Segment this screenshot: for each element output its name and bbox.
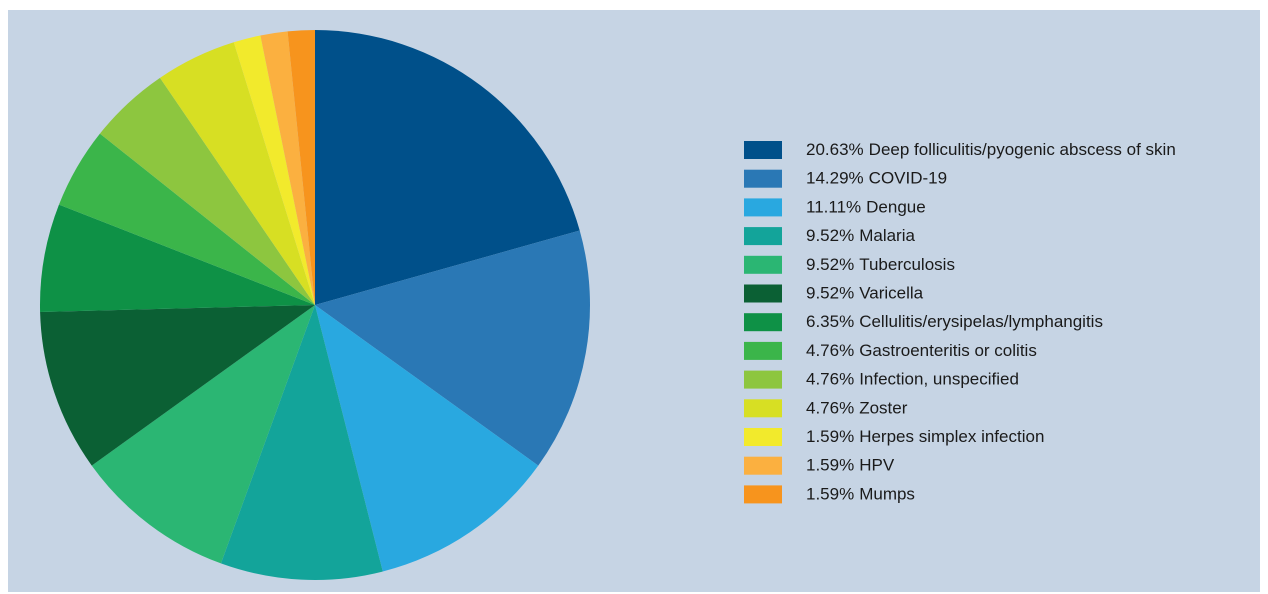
pie-slice xyxy=(91,305,315,564)
pie-slice xyxy=(159,42,315,306)
pie-slice xyxy=(287,30,315,305)
legend-category: Varicella xyxy=(859,284,923,303)
legend-swatch xyxy=(744,399,782,418)
legend-swatch xyxy=(744,485,782,504)
legend-label: 14.29% COVID-19 xyxy=(806,169,947,188)
legend-value: 4.76% xyxy=(806,370,854,389)
legend-label: 4.76% Infection, unspecified xyxy=(806,370,1019,389)
pie-slice xyxy=(315,30,580,305)
legend-value: 9.52% xyxy=(806,284,854,303)
legend-value: 11.11% xyxy=(806,198,861,217)
legend-value: 1.59% xyxy=(806,485,854,504)
legend-swatch xyxy=(744,428,782,446)
legend-category: Zoster xyxy=(859,399,908,418)
legend-swatch xyxy=(744,370,782,389)
legend-label: 1.59% Herpes simplex infection xyxy=(806,427,1044,446)
legend-value: 6.35% xyxy=(806,313,854,332)
legend-category: Cellulitis/erysipelas/lymphangitis xyxy=(859,313,1103,332)
pie-slice xyxy=(40,305,316,466)
legend-category: COVID-19 xyxy=(869,169,947,188)
legend-category: Deep folliculitis/pyogenic abscess of sk… xyxy=(869,140,1176,159)
pie-slice xyxy=(40,204,316,312)
legend-category: HPV xyxy=(859,456,895,475)
legend-swatch xyxy=(744,141,782,159)
legend-label: 1.59% HPV xyxy=(806,456,895,475)
legend-value: 14.29% xyxy=(806,169,864,188)
pie-slice xyxy=(260,31,315,305)
legend-swatch xyxy=(744,456,782,475)
pie-slice xyxy=(233,35,315,306)
legend-label: 9.52% Tuberculosis xyxy=(806,255,955,274)
pie-slice xyxy=(315,230,590,466)
legend-swatch xyxy=(744,227,782,246)
legend-value: 4.76% xyxy=(806,341,854,360)
legend-label: 9.52% Malaria xyxy=(806,227,915,246)
pie-slice xyxy=(99,77,316,306)
pie-slice xyxy=(220,305,383,580)
legend-label: 20.63% Deep folliculitis/pyogenic abscess… xyxy=(806,140,1176,159)
legend-value: 1.59% xyxy=(806,456,854,475)
pie-slice xyxy=(58,133,316,305)
legend-swatch xyxy=(744,313,782,332)
legend-category: Tuberculosis xyxy=(859,255,955,274)
legend-value: 4.76% xyxy=(806,399,854,418)
legend-value: 20.63% xyxy=(806,140,864,159)
legend-category: Gastroenteritis or colitis xyxy=(859,341,1037,360)
legend-label: 11.11% Dengue xyxy=(806,198,926,217)
legend-category: Dengue xyxy=(866,198,926,217)
legend-category: Infection, unspecified xyxy=(859,370,1019,389)
legend-value: 9.52% xyxy=(806,227,854,246)
legend-label: 9.52% Varicella xyxy=(806,284,924,303)
legend-value: 1.59% xyxy=(806,427,854,446)
legend-category: Herpes simplex infection xyxy=(859,427,1044,446)
legend-label: 6.35% Cellulitis/erysipelas/lymphangitis xyxy=(806,313,1103,332)
pie-slice xyxy=(315,305,539,572)
legend-swatch xyxy=(744,169,782,188)
legend-value: 9.52% xyxy=(806,255,854,274)
legend-label: 1.59% Mumps xyxy=(806,485,915,504)
legend-category: Malaria xyxy=(859,227,915,246)
legend-label: 4.76% Gastroenteritis or colitis xyxy=(806,341,1037,360)
legend-swatch xyxy=(744,198,782,217)
legend-category: Mumps xyxy=(859,485,915,504)
legend-label: 4.76% Zoster xyxy=(806,399,908,418)
legend-swatch xyxy=(744,284,782,303)
legend-swatch xyxy=(744,341,782,360)
legend-swatch xyxy=(744,255,782,274)
